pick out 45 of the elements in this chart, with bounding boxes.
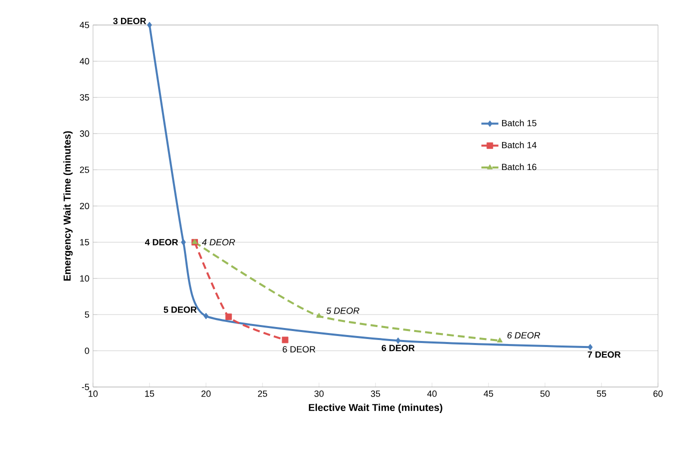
annotation: 3 DEOR [113, 18, 146, 24]
y-tick-label: 25 [80, 166, 90, 173]
point [180, 238, 186, 246]
y-tick-label: -5 [82, 384, 90, 390]
y-tick-label: 20 [80, 202, 90, 210]
x-tick-label: 45 [484, 390, 494, 397]
y-axis-title: Emergency Wait Time (minutes) [63, 131, 73, 281]
point [147, 22, 152, 28]
annotation: 5 DEOR [326, 308, 360, 314]
y-tick-label: 35 [80, 94, 90, 101]
x-tick-label: 30 [314, 390, 324, 397]
x-axis-title: Elective Wait Time (minutes) [308, 404, 442, 413]
y-tick-label: 40 [80, 58, 90, 64]
point [282, 336, 288, 344]
y-tick-label: 30 [80, 130, 90, 137]
annotation: 6 DEOR [382, 344, 415, 352]
point [396, 337, 401, 344]
x-tick-label: 55 [596, 390, 606, 397]
point [204, 312, 208, 320]
y-tick-label: 15 [80, 239, 90, 246]
annotation: 7 DEOR [588, 351, 621, 358]
x-tick-label: 10 [88, 390, 98, 397]
y-tick-label: 10 [80, 275, 90, 282]
annotation: 4 DEOR [144, 239, 178, 246]
point [225, 314, 232, 320]
y-tick-label: 5 [84, 311, 90, 318]
y-tick-label: 45 [80, 22, 90, 28]
annotation: 5 DEOR [164, 306, 197, 313]
x-tick-label: 25 [258, 390, 268, 397]
point [588, 344, 593, 350]
x-tick-label: 60 [653, 390, 663, 397]
point [496, 337, 503, 342]
x-tick-label: 50 [540, 390, 550, 397]
legend-label: Batch 14 [502, 142, 536, 148]
annotation: 4 DEOR [202, 239, 235, 246]
x-tick-label: 20 [201, 390, 211, 397]
point [316, 312, 322, 318]
x-tick-label: 40 [427, 390, 437, 397]
legend-label: Batch 15 [502, 120, 536, 126]
annotation: 6 DEOR [507, 332, 540, 338]
x-tick-label: 15 [145, 390, 154, 397]
annotation: 6 DEOR [282, 346, 316, 352]
y-tick-label: 0 [84, 348, 90, 354]
x-tick-label: 35 [370, 390, 380, 397]
legend-label: Batch 16 [502, 164, 536, 170]
